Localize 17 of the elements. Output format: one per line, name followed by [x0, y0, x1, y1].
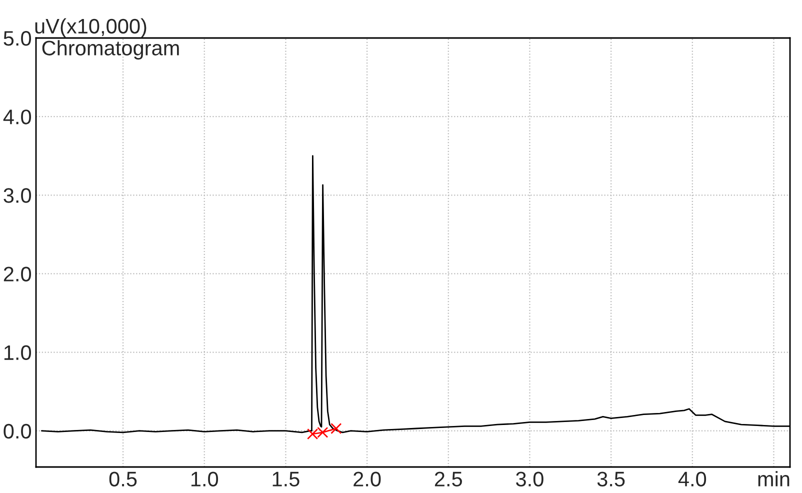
- y-tick-label: 1.0: [4, 345, 32, 360]
- x-tick-label: 2.0: [354, 472, 381, 486]
- x-tick-label: 4.0: [678, 472, 706, 486]
- x-tick-label: 2.5: [434, 472, 462, 486]
- y-tick-label: 2.0: [4, 266, 32, 282]
- x-tick-label: 1.0: [191, 472, 218, 486]
- x-tick-label: 3.0: [516, 472, 544, 486]
- y-tick-label: 5.0: [4, 31, 32, 46]
- x-tick-label: 3.5: [597, 472, 625, 486]
- y-tick-label: 0.0: [4, 424, 32, 439]
- y-tick-label: 4.0: [3, 110, 32, 124]
- x-tick-label: 1.5: [272, 472, 300, 486]
- x-tick-label: min: [758, 471, 790, 486]
- y-tick-label: 3.0: [4, 188, 32, 203]
- annotation: Chromatogram: [42, 40, 179, 60]
- x-tick-label: 0.5: [109, 472, 137, 486]
- y-axis-title: uV(x10,000): [35, 18, 146, 38]
